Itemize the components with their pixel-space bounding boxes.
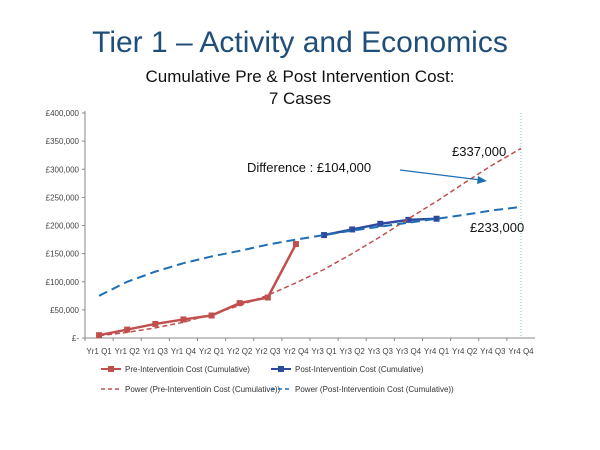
series-line-3 bbox=[98, 205, 522, 297]
y-tick-label: £150,000 bbox=[46, 250, 80, 259]
y-tick-label: £100,000 bbox=[46, 278, 80, 287]
legend: Pre-Interventioin Cost (Cumulative) Post-… bbox=[101, 365, 454, 394]
series-line-2 bbox=[98, 147, 522, 337]
series-1-point bbox=[377, 220, 384, 227]
x-tick-label: Yr3 Q1 bbox=[311, 347, 337, 356]
series-0-point bbox=[236, 300, 243, 307]
y-tick-label: £200,000 bbox=[46, 222, 80, 231]
x-tick-label: Yr2 Q4 bbox=[283, 347, 309, 356]
legend-label-1: Post-Interventioin Cost (Cumulative) bbox=[295, 365, 424, 374]
series-0-point bbox=[264, 294, 271, 301]
x-tick-label: Yr1 Q4 bbox=[171, 347, 197, 356]
series-0-point bbox=[292, 241, 299, 248]
x-tick-label: Yr1 Q2 bbox=[115, 347, 141, 356]
x-tick-label: Yr3 Q4 bbox=[396, 347, 422, 356]
x-tick-label: Yr4 Q3 bbox=[480, 347, 506, 356]
y-tick-label: £- bbox=[72, 334, 79, 343]
legend-label-0: Pre-Interventioin Cost (Cumulative) bbox=[125, 365, 250, 374]
x-tick-label: Yr1 Q1 bbox=[86, 347, 112, 356]
y-axis: £- £50,000 £100,000 £150,000 £200,000 £250,00… bbox=[46, 109, 86, 343]
y-tick-label: £50,000 bbox=[50, 306, 79, 315]
x-tick-label: Yr1 Q3 bbox=[143, 347, 169, 356]
y-tick-label: £300,000 bbox=[46, 165, 80, 174]
x-tick-label: Yr2 Q2 bbox=[227, 347, 253, 356]
x-tick-label: Yr2 Q1 bbox=[199, 347, 225, 356]
subtitle-line-2: 7 Cases bbox=[268, 89, 332, 108]
x-tick-label: Yr3 Q3 bbox=[368, 347, 394, 356]
x-tick-label: Yr2 Q3 bbox=[255, 347, 281, 356]
difference-arrowhead bbox=[477, 176, 487, 184]
difference-arrow bbox=[399, 169, 482, 181]
legend-label-2: Power (Pre-Interventioin Cost (Cumulativ… bbox=[125, 385, 280, 394]
annotation-layer: Difference : £104,000 £337,000 £233,000 bbox=[247, 144, 524, 235]
post-end-value-label: £233,000 bbox=[470, 220, 524, 235]
x-tick-label: Yr4 Q1 bbox=[424, 347, 450, 356]
series-line-0 bbox=[98, 243, 298, 337]
pre-end-value-label: £337,000 bbox=[452, 144, 506, 159]
legend-marker-0 bbox=[108, 366, 114, 372]
series-0-point bbox=[124, 326, 131, 333]
series-1-point bbox=[321, 232, 328, 239]
y-tick-label: £250,000 bbox=[46, 193, 80, 202]
slide-title: Tier 1 – Activity and Economics bbox=[92, 26, 508, 59]
y-tick-label: £350,000 bbox=[46, 137, 80, 146]
x-tick-label: Yr4 Q2 bbox=[452, 347, 478, 356]
y-tick-label: £400,000 bbox=[46, 109, 80, 118]
series-0-point bbox=[152, 320, 159, 327]
x-tick-label: Yr4 Q4 bbox=[508, 347, 534, 356]
x-axis: Yr1 Q1 Yr1 Q2 Yr1 Q3 Yr1 Q4 Yr2 Q1 Yr2 Q2 Yr2 … bbox=[84, 113, 535, 356]
subtitle-line-1: Cumulative Pre & Post Intervention Cost: bbox=[145, 67, 455, 86]
series-1-point bbox=[433, 215, 440, 222]
legend-marker-1 bbox=[278, 366, 284, 372]
x-tick-label: Yr3 Q2 bbox=[340, 347, 366, 356]
series-1-point bbox=[349, 226, 356, 233]
series-0-point bbox=[180, 316, 187, 323]
difference-annotation: Difference : £104,000 bbox=[247, 160, 371, 175]
series-layer bbox=[96, 147, 522, 339]
slide-subtitle: Cumulative Pre & Post Intervention Cost:… bbox=[0, 66, 600, 110]
series-1-point bbox=[405, 216, 412, 223]
legend-label-3: Power (Post-Interventioin Cost (Cumulati… bbox=[295, 385, 454, 394]
series-0-point bbox=[208, 312, 215, 319]
